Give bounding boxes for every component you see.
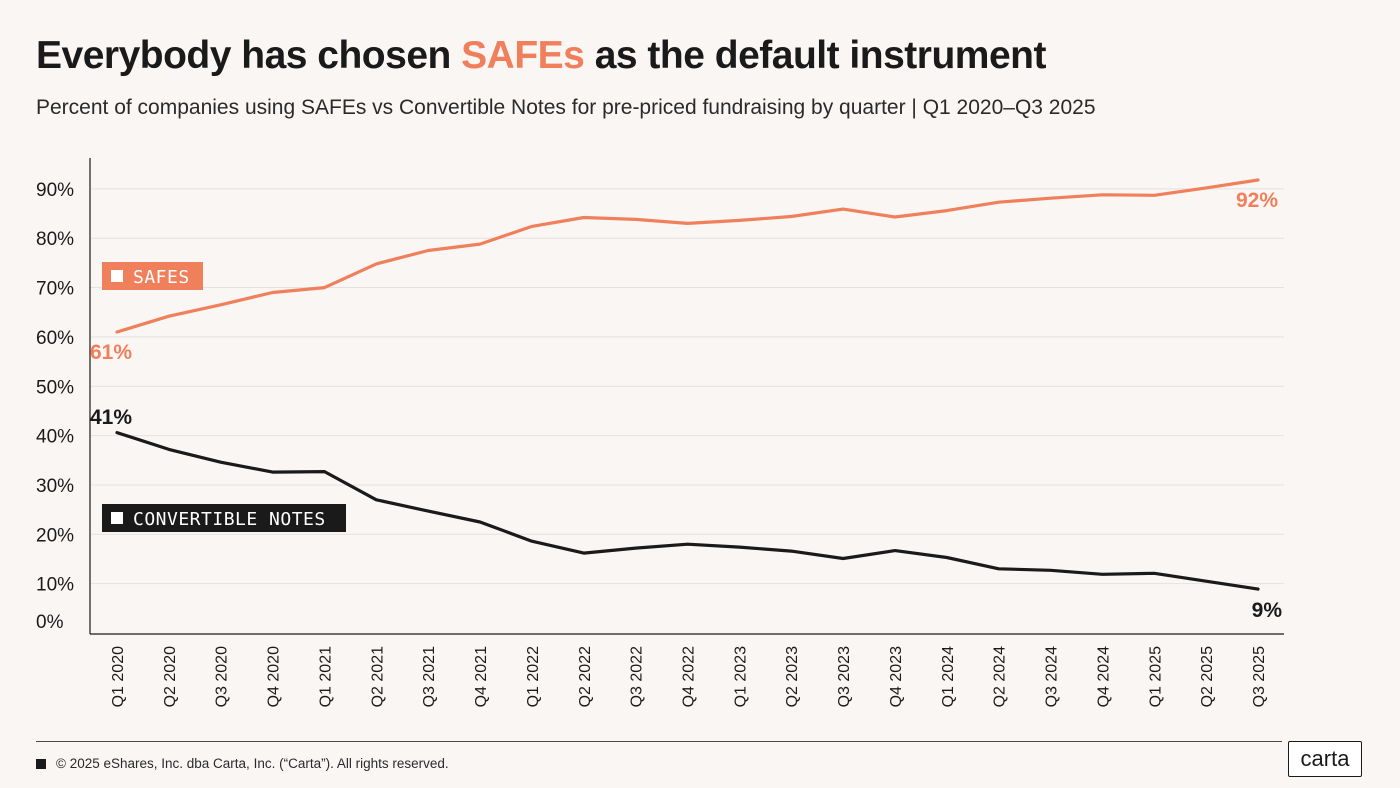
axes xyxy=(89,158,1284,635)
start-value-label: 41% xyxy=(90,406,132,429)
data-labels: 61% 92% 41% 9% xyxy=(90,189,1282,622)
legend-tag-background xyxy=(102,504,346,532)
x-tick-label: Q2 2021 xyxy=(369,646,386,707)
footer-bullet-icon xyxy=(36,759,46,769)
x-tick-label: Q4 2024 xyxy=(1095,646,1112,707)
y-tick-label: 80% xyxy=(36,229,74,250)
x-tick-label: Q4 2022 xyxy=(681,646,698,707)
line-chart: 0% 10% 20% 30% 40% 50% 60% 70% 80% 90% Q1 2020 Q2 … xyxy=(36,158,1284,707)
x-tick-label: Q2 2023 xyxy=(784,646,801,707)
footer-copyright: © 2025 eShares, Inc. dba Carta, Inc. (“C… xyxy=(56,756,449,771)
x-tick-label: Q2 2020 xyxy=(162,646,179,707)
x-tick-label: Q1 2025 xyxy=(1147,646,1164,707)
series-line-safes xyxy=(115,178,1260,334)
start-value-label: 61% xyxy=(90,341,132,364)
x-tick-label: Q4 2021 xyxy=(473,646,490,707)
y-tick-label: 20% xyxy=(36,525,74,546)
x-tick-label: Q3 2022 xyxy=(629,646,646,707)
y-tick-label: 10% xyxy=(36,575,74,596)
x-tick-label: Q1 2022 xyxy=(525,646,542,707)
page-title: Everybody has chosen SAFEs as the defaul… xyxy=(36,34,1046,78)
y-tick-labels: 0% 10% 20% 30% 40% 50% 60% 70% 80% 90% xyxy=(36,180,74,633)
x-tick-label: Q1 2020 xyxy=(110,646,127,707)
legend-tags[interactable]: SAFES CONVERTIBLE NOTES xyxy=(102,262,346,532)
title-part-1: Everybody has chosen xyxy=(36,34,462,77)
x-tick-label: Q1 2024 xyxy=(940,646,957,707)
title-highlight: SAFEs xyxy=(461,34,585,77)
x-tick-label: Q3 2021 xyxy=(421,646,438,707)
x-tick-label: Q1 2021 xyxy=(317,646,334,707)
x-tick-label: Q3 2023 xyxy=(836,646,853,707)
y-tick-label: 90% xyxy=(36,180,74,201)
legend-square-icon xyxy=(111,270,123,282)
series-line-convertible-notes xyxy=(115,431,1260,591)
x-tick-label: Q3 2024 xyxy=(1044,646,1061,707)
y-tick-label: 50% xyxy=(36,377,74,398)
footer-divider xyxy=(36,741,1282,742)
end-value-label: 92% xyxy=(1236,189,1278,212)
y-tick-label: 30% xyxy=(36,476,74,497)
title-part-2: as the default instrument xyxy=(584,34,1047,77)
x-tick-label: Q3 2020 xyxy=(214,646,231,707)
legend-label-safes: SAFES xyxy=(133,267,190,288)
y-tick-label: 0% xyxy=(36,612,64,633)
x-tick-labels: Q1 2020 Q2 2020 Q3 2020 Q4 2020 Q1 2021 Q2 20… xyxy=(110,646,1268,707)
x-tick-label: Q4 2020 xyxy=(266,646,283,707)
x-tick-label: Q2 2025 xyxy=(1199,646,1216,707)
y-tick-label: 70% xyxy=(36,279,74,300)
carta-logo: carta xyxy=(1288,741,1362,777)
series-lines xyxy=(115,178,1260,591)
legend-tag-convertible-notes[interactable]: CONVERTIBLE NOTES xyxy=(102,504,346,532)
x-tick-label: Q3 2025 xyxy=(1251,646,1268,707)
y-tick-label: 60% xyxy=(36,328,74,349)
legend-label-convertible-notes: CONVERTIBLE NOTES xyxy=(133,509,326,530)
x-tick-label: Q2 2024 xyxy=(992,646,1009,707)
x-tick-label: Q4 2023 xyxy=(888,646,905,707)
x-tick-label: Q2 2022 xyxy=(577,646,594,707)
gridlines xyxy=(90,188,1284,585)
end-value-label: 9% xyxy=(1252,599,1283,622)
legend-tag-safes[interactable]: SAFES xyxy=(102,262,203,290)
page-subtitle: Percent of companies using SAFEs vs Conv… xyxy=(36,96,1096,119)
legend-square-icon xyxy=(111,512,123,524)
y-tick-label: 40% xyxy=(36,427,74,448)
x-tick-label: Q1 2023 xyxy=(732,646,749,707)
